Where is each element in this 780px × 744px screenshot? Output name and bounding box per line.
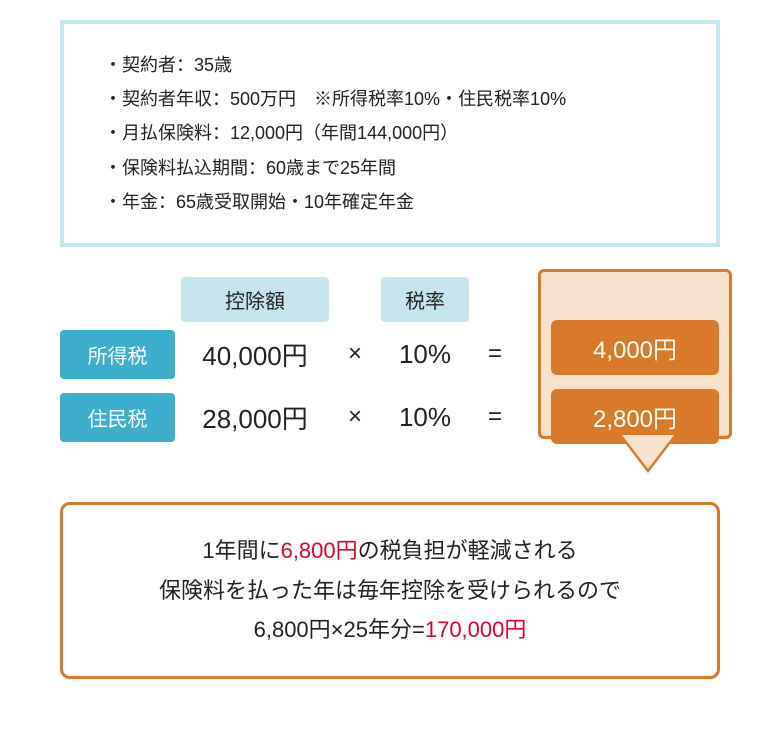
equals-icon: = <box>475 403 515 431</box>
multiply-icon: × <box>335 403 375 431</box>
header-deduction: 控除額 <box>181 277 329 322</box>
summary-line-2: 保険料を払った年は毎年控除を受けられるので <box>83 571 697 611</box>
income-tax-row: 所得税 40,000円 × 10% = <box>60 330 720 379</box>
resident-tax-rate: 10% <box>375 402 475 433</box>
income-tax-label: 所得税 <box>60 330 175 379</box>
condition-line: ・月払保険料：12,000円（年間144,000円） <box>104 116 676 150</box>
equals-icon: = <box>475 340 515 368</box>
header-row: 控除額 税率 <box>60 277 720 322</box>
conditions-box: ・契約者：35歳 ・契約者年収：500万円 ※所得税率10%・住民税率10% ・… <box>60 20 720 247</box>
total-reduction-amount: 170,000円 <box>425 617 527 642</box>
condition-line: ・保険料払込期間：60歳まで25年間 <box>104 151 676 185</box>
resident-tax-row: 住民税 28,000円 × 10% = <box>60 393 720 442</box>
condition-line: ・契約者年収：500万円 ※所得税率10%・住民税率10% <box>104 82 676 116</box>
resident-deduction-amount: 28,000円 <box>175 399 335 436</box>
income-deduction-amount: 40,000円 <box>175 336 335 373</box>
condition-line: ・契約者：35歳 <box>104 48 676 82</box>
resident-tax-label: 住民税 <box>60 393 175 442</box>
summary-line-1: 1年間に6,800円の税負担が軽減される <box>83 531 697 571</box>
calculation-table: 4,000円 2,800円 控除額 税率 所得税 40,000円 × 10% =… <box>60 277 720 468</box>
summary-box: 1年間に6,800円の税負担が軽減される 保険料を払った年は毎年控除を受けられる… <box>60 502 720 679</box>
annual-reduction-amount: 6,800円 <box>281 538 358 563</box>
income-tax-rate: 10% <box>375 339 475 370</box>
multiply-icon: × <box>335 340 375 368</box>
summary-line-3: 6,800円×25年分=170,000円 <box>83 610 697 650</box>
header-rate: 税率 <box>381 277 469 322</box>
condition-line: ・年金：65歳受取開始・10年確定年金 <box>104 185 676 219</box>
